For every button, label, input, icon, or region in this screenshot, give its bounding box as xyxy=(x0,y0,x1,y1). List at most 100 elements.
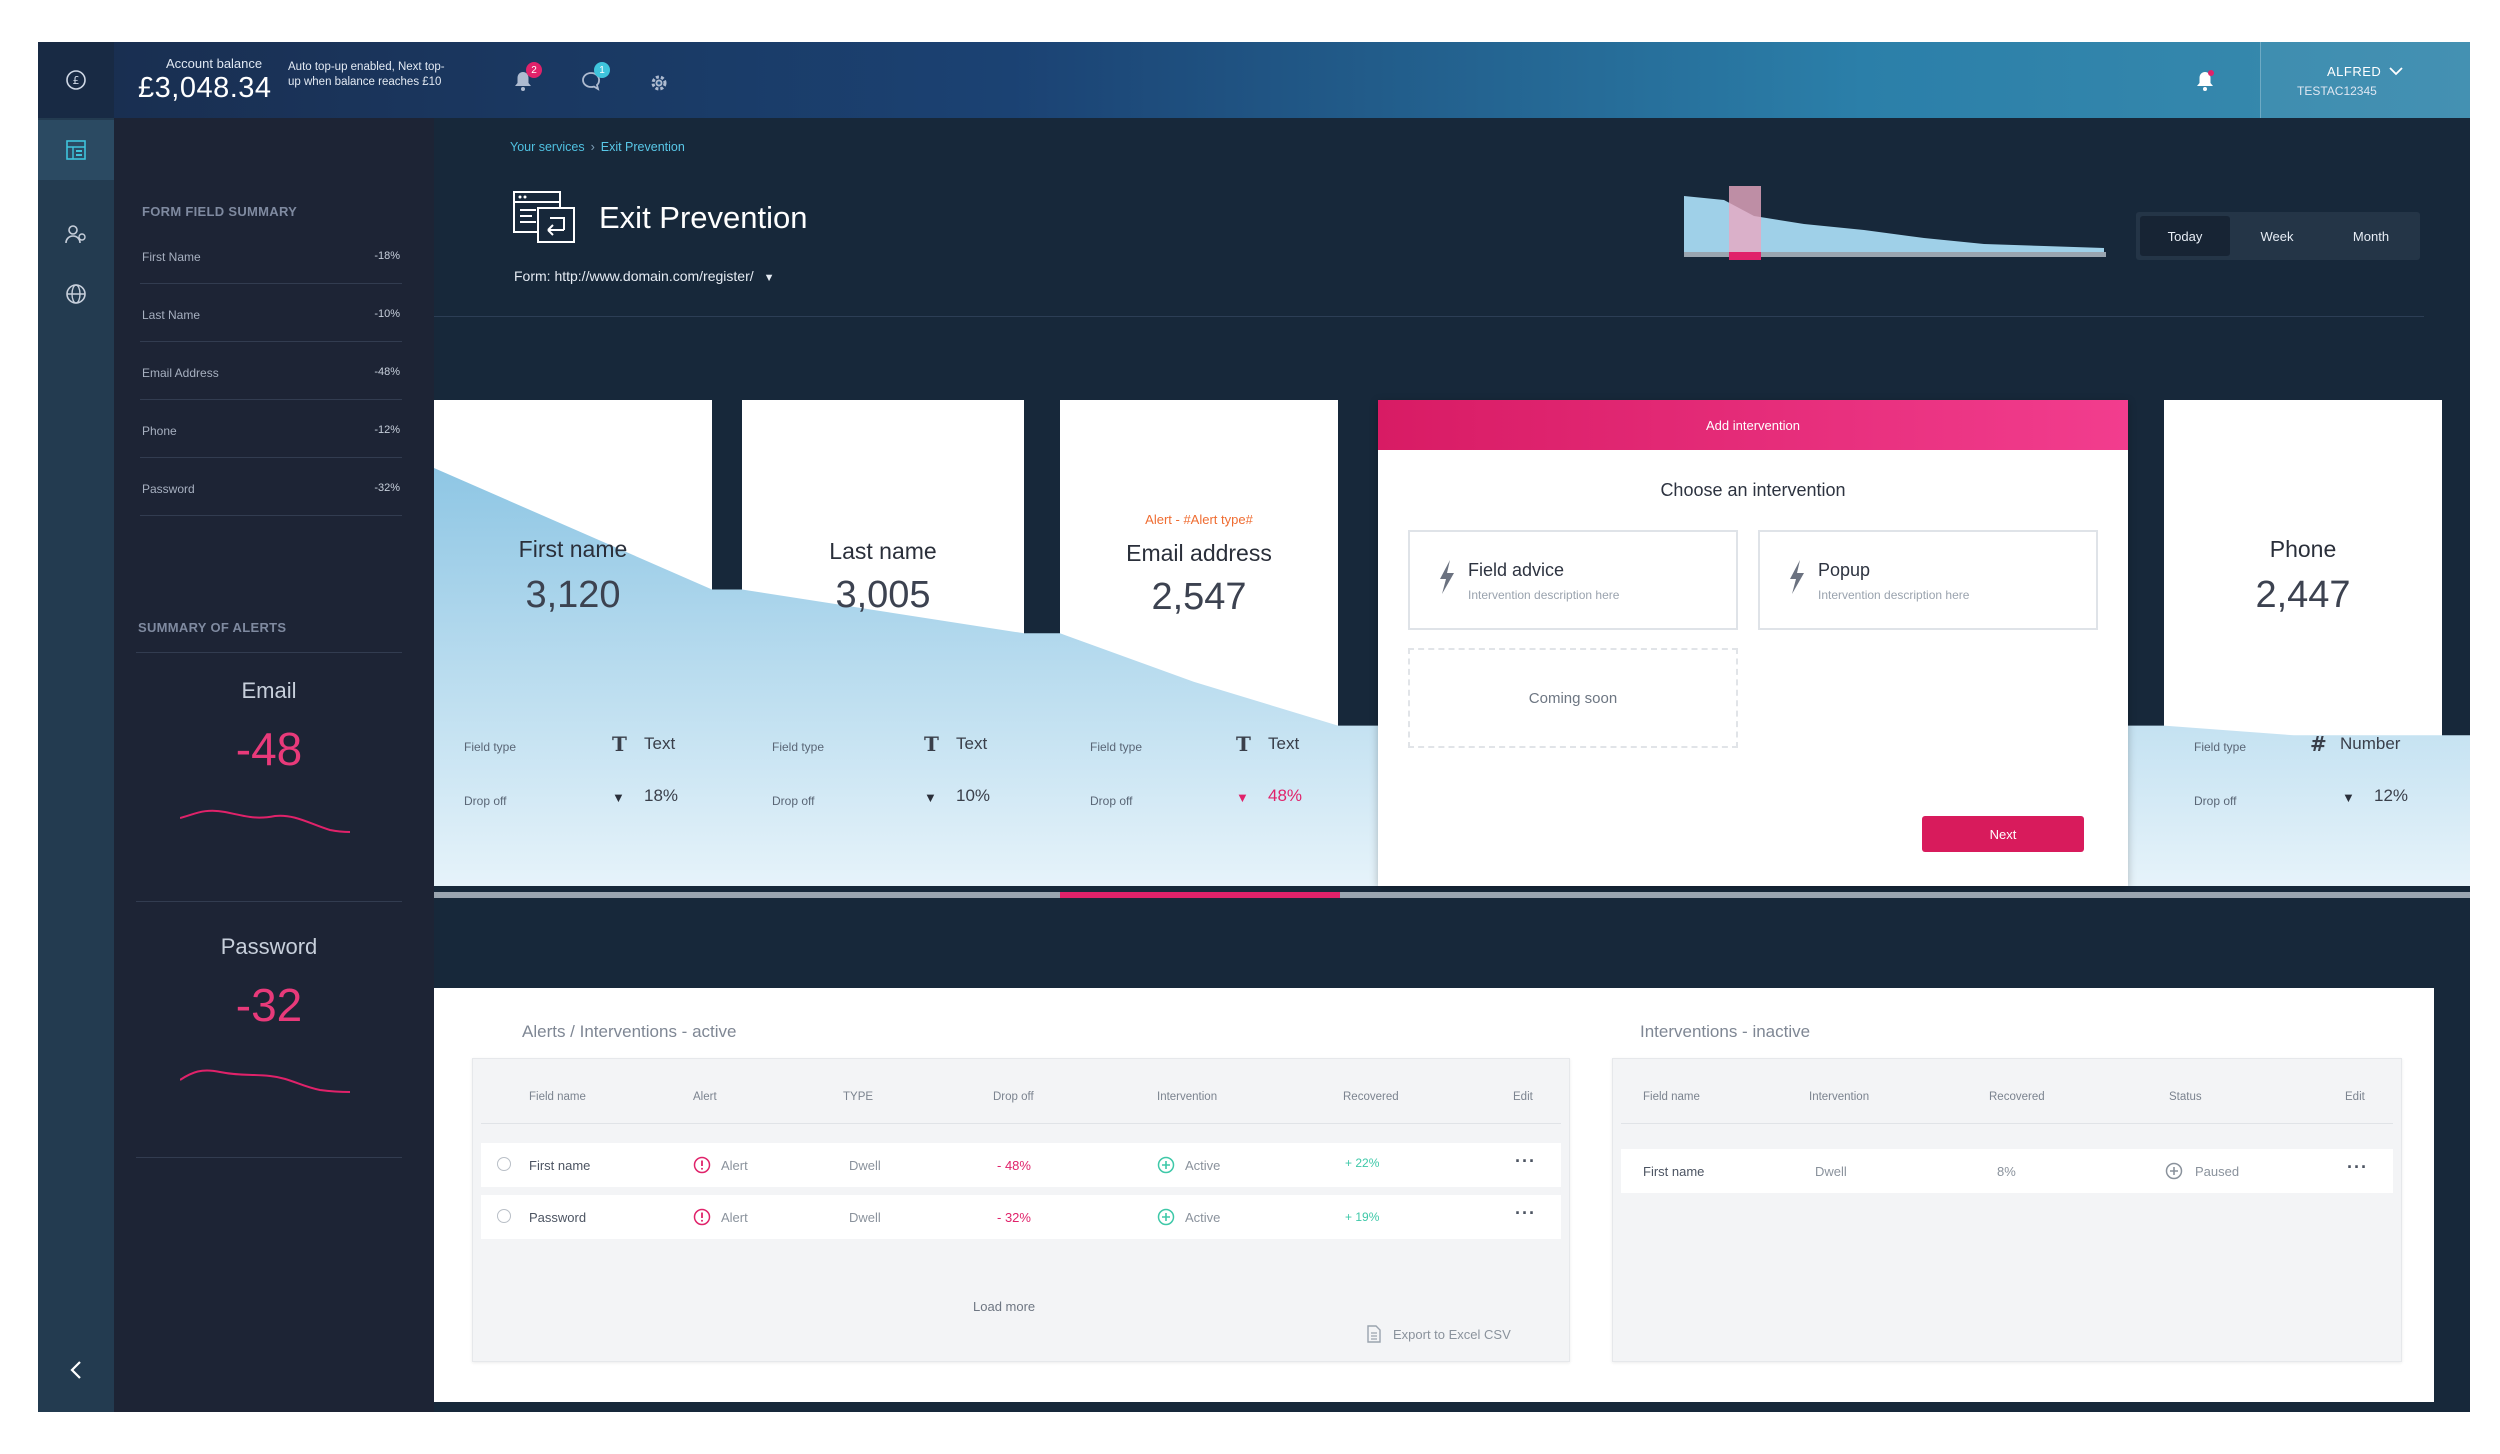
load-more-button[interactable]: Load more xyxy=(973,1299,1035,1314)
table-row[interactable]: Password Alert Dwell - 32% Active + 19% … xyxy=(481,1195,1561,1239)
funnel-card-email-address[interactable]: Alert - #Alert type# Email address 2,547… xyxy=(1060,400,1338,886)
field-name-cell: First name xyxy=(529,1158,590,1173)
row-more-button[interactable]: ··· xyxy=(1515,1151,1536,1172)
period-today-button[interactable]: Today xyxy=(2140,216,2230,256)
summary-row-first-name: First Name -18% xyxy=(140,226,402,284)
alerts-bell-button[interactable] xyxy=(2190,66,2220,96)
alert-sparkline xyxy=(180,802,350,842)
collapse-button[interactable] xyxy=(38,1340,114,1400)
type-cell: Dwell xyxy=(849,1158,881,1173)
form-selector-label: Form: http://www.domain.com/register/ xyxy=(514,268,754,284)
chevron-down-icon xyxy=(2389,66,2403,76)
column-header: Intervention xyxy=(1157,1091,1217,1103)
status-cell: Paused xyxy=(2195,1164,2239,1179)
trend-mini-selection[interactable] xyxy=(1729,186,1761,260)
alert-type-label: Alert - #Alert type# xyxy=(1060,512,1338,527)
row-select-radio[interactable] xyxy=(497,1157,511,1171)
option-popup[interactable]: Popup Intervention description here xyxy=(1758,530,2098,630)
nav-global[interactable] xyxy=(38,264,114,324)
drop-off-label: Drop off xyxy=(1090,794,1132,808)
notifications-badge: 2 xyxy=(526,62,542,78)
trend-mini-chart[interactable] xyxy=(1684,186,2114,262)
bolt-icon xyxy=(1438,560,1456,594)
funnel-scroll-thumb[interactable] xyxy=(1060,892,1340,898)
summary-row-label: Password xyxy=(142,482,195,496)
period-week-button[interactable]: Week xyxy=(2232,216,2322,256)
row-more-button[interactable]: ··· xyxy=(1515,1203,1536,1224)
drop-off-cell: - 48% xyxy=(997,1158,1031,1173)
period-switcher: Today Week Month xyxy=(2136,212,2420,260)
triangle-down-icon: ▼ xyxy=(924,790,937,805)
coming-soon-placeholder: Coming soon xyxy=(1408,648,1738,748)
funnel-scroll-track[interactable] xyxy=(434,892,2470,898)
summary-row-value: -32% xyxy=(374,482,400,494)
alert-summary-name: Password xyxy=(136,934,402,960)
summary-row-phone: Phone -12% xyxy=(140,400,402,458)
funnel-card-last-name[interactable]: Last name 3,005 Field type T Text Drop o… xyxy=(742,400,1024,886)
user-menu[interactable]: ALFRED TESTAC12345 xyxy=(2260,42,2470,118)
column-header: Intervention xyxy=(1809,1091,1869,1103)
active-status-icon xyxy=(1157,1156,1175,1174)
user-id: TESTAC12345 xyxy=(2297,84,2377,98)
funnel-card-title: Email address xyxy=(1060,540,1338,567)
funnel-card-title: Phone xyxy=(2164,536,2442,563)
text-type-icon: T xyxy=(1236,732,1251,756)
funnel-card-phone[interactable]: Phone 2,447 Field type # Number Drop off… xyxy=(2164,400,2442,886)
summary-row-value: -12% xyxy=(374,424,400,436)
period-month-button[interactable]: Month xyxy=(2326,216,2416,256)
divider xyxy=(434,316,2424,317)
drop-off-label: Drop off xyxy=(2194,794,2236,808)
column-header: Status xyxy=(2169,1091,2202,1103)
row-more-button[interactable]: ··· xyxy=(2347,1157,2368,1178)
next-button[interactable]: Next xyxy=(1922,816,2084,852)
intervention-cell: Active xyxy=(1185,1210,1220,1225)
home-button[interactable]: £ xyxy=(38,42,114,118)
active-table-title: Alerts / Interventions - active xyxy=(522,1022,736,1042)
summary-row-email: Email Address -48% xyxy=(140,342,402,400)
field-name-cell: Password xyxy=(529,1210,586,1225)
column-header: Edit xyxy=(1513,1091,1533,1103)
chevron-left-icon xyxy=(69,1360,83,1380)
divider xyxy=(481,1123,1561,1124)
alert-summary-email[interactable]: Email -48 xyxy=(136,652,402,902)
breadcrumb-root-link[interactable]: Your services xyxy=(510,140,585,154)
bell-icon xyxy=(2195,70,2215,92)
top-bar: £ Account balance £3,048.34 Auto top-up … xyxy=(38,42,2470,118)
option-description: Intervention description here xyxy=(1468,588,1619,602)
intervention-cell: Dwell xyxy=(1815,1164,1847,1179)
settings-button[interactable] xyxy=(644,68,674,98)
nav-dashboard[interactable] xyxy=(38,120,114,180)
summary-alerts-title: SUMMARY OF ALERTS xyxy=(138,620,286,635)
notifications-button[interactable]: 2 xyxy=(508,66,538,96)
app-window: £ Account balance £3,048.34 Auto top-up … xyxy=(38,42,2470,1412)
chevron-right-icon: › xyxy=(591,140,595,154)
nav-rail xyxy=(38,118,114,1412)
page-title: Exit Prevention xyxy=(599,200,808,236)
table-row[interactable]: First name Alert Dwell - 48% Active + 22… xyxy=(481,1143,1561,1187)
funnel-card-first-name[interactable]: First name 3,120 Field type T Text Drop … xyxy=(434,400,712,886)
funnel-card-count: 2,447 xyxy=(2164,574,2442,617)
row-select-radio[interactable] xyxy=(497,1209,511,1223)
users-icon xyxy=(64,223,88,245)
option-field-advice[interactable]: Field advice Intervention description he… xyxy=(1408,530,1738,630)
funnel-card-count: 2,547 xyxy=(1060,576,1338,619)
option-name: Field advice xyxy=(1468,560,1564,581)
funnel-card-count: 3,005 xyxy=(742,574,1024,617)
inactive-table-title: Interventions - inactive xyxy=(1640,1022,1810,1042)
form-selector[interactable]: Form: http://www.domain.com/register/ ▼ xyxy=(514,268,775,284)
drop-off-label: Drop off xyxy=(772,794,814,808)
table-row[interactable]: First name Dwell 8% Paused ··· xyxy=(1621,1149,2393,1193)
nav-users[interactable] xyxy=(38,204,114,264)
field-type-value: Text xyxy=(1268,734,1299,754)
caret-down-icon: ▼ xyxy=(764,272,775,284)
column-header: Alert xyxy=(693,1091,717,1103)
option-description: Intervention description here xyxy=(1818,588,1969,602)
recovered-cell: + 19% xyxy=(1345,1210,1379,1224)
field-type-label: Field type xyxy=(2194,740,2246,754)
active-table: Field name Alert TYPE Drop off Intervent… xyxy=(472,1058,1570,1362)
messages-button[interactable]: 1 xyxy=(576,66,606,96)
export-csv-button[interactable]: Export to Excel CSV xyxy=(1393,1327,1511,1342)
alert-summary-password[interactable]: Password -32 xyxy=(136,908,402,1158)
summary-row-last-name: Last Name -10% xyxy=(140,284,402,342)
option-name: Popup xyxy=(1818,560,1870,581)
